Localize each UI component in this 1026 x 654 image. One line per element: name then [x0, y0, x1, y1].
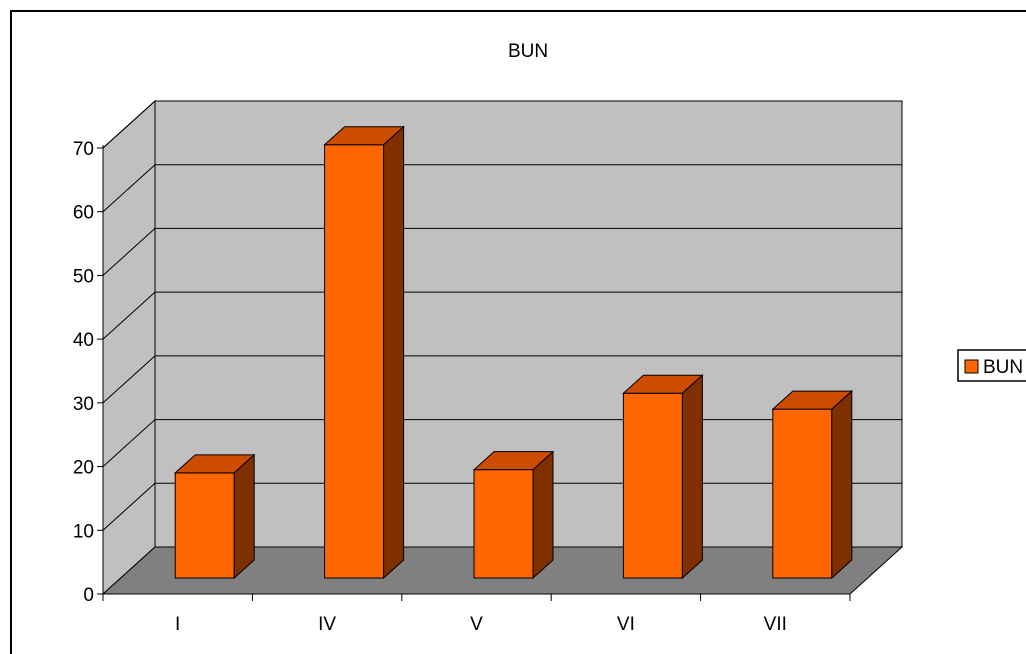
gridline-side	[102, 164, 156, 213]
y-tick-label: 10	[73, 521, 94, 542]
bar-side	[383, 125, 405, 580]
x-tick-label: I	[175, 614, 180, 635]
x-tick-label: IV	[318, 614, 336, 635]
bar-front	[622, 392, 683, 579]
bars	[173, 125, 854, 580]
y-tick-label: 40	[73, 330, 94, 351]
y-tick-label: 20	[73, 458, 94, 479]
legend: BUN	[957, 349, 1026, 382]
x-tick-label: VI	[617, 614, 635, 635]
bar-side	[681, 374, 703, 580]
bar	[323, 125, 405, 580]
chart-title: BUN	[508, 41, 548, 62]
y-tick-label: 0	[83, 585, 94, 606]
bar	[622, 374, 704, 580]
x-tick-label: VII	[764, 614, 787, 635]
gridlines	[102, 100, 902, 531]
bar	[173, 453, 256, 580]
y-tick-label: 60	[73, 203, 94, 224]
y-tick-label: 70	[73, 139, 94, 160]
bar	[771, 390, 854, 580]
gridline-side	[102, 482, 156, 531]
bar-side	[831, 390, 853, 580]
y-tick-label: 30	[73, 394, 94, 415]
side-wall	[102, 99, 156, 596]
gridline-side	[102, 419, 156, 467]
legend-swatch	[964, 359, 979, 374]
y-tick-label: 50	[73, 266, 94, 287]
bar	[472, 450, 555, 580]
bar-side	[233, 453, 255, 580]
gridline-side	[102, 355, 156, 404]
axes: 0 10 20 30 40 50 60 70 I IV V VI VII	[73, 139, 851, 635]
bar-front	[324, 144, 385, 579]
legend-label: BUN	[983, 357, 1023, 378]
legend-box	[957, 349, 1026, 382]
gridline-side	[102, 291, 156, 340]
bar-front	[473, 469, 534, 579]
bar-side	[532, 450, 554, 580]
bar-front	[772, 408, 833, 579]
gridline-side	[102, 100, 156, 149]
gridline-side	[102, 228, 156, 276]
bar-front	[174, 472, 235, 579]
x-tick-label: V	[470, 614, 483, 635]
